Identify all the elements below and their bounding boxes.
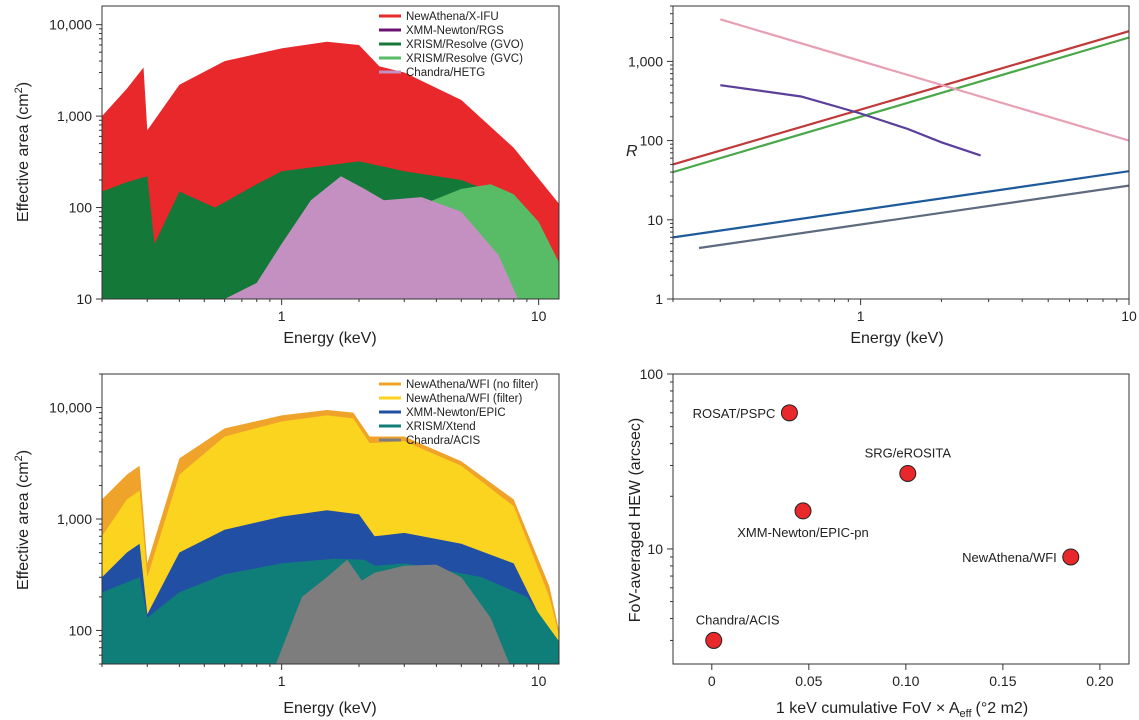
legend-label-newathena-wfi-filter: NewAthena/WFI (filter) [406,393,522,405]
plot-frame [672,373,1130,665]
y-axis-label: Effective area (cm2) [13,82,32,222]
legend-label-xmm-newton-rgs: XMM-Newton/RGS [406,25,504,37]
resolving-power-line-5 [673,170,1129,239]
point-rosat-pspc [780,404,798,422]
y-label-main: Effective area (cm [15,93,32,222]
x-axis-label: Energy (keV) [850,330,943,347]
resolving-power-line-4 [719,18,1129,142]
point-newathena-wfi [1062,548,1080,566]
y-tick-label: 10 [76,291,92,307]
y-tick-label: 100 [640,366,664,382]
legend-label-newathena-wfi-no-filter: NewAthena/WFI (no filter) [406,379,538,391]
x-label-main: 1 keV cumulative FoV × A [776,700,960,717]
x-tick-label: 0 [708,673,716,689]
resolving-power-line-6 [698,184,1129,250]
y-tick-label: 10 [647,212,663,228]
legend-label-xrism-xtend: XRISM/Xtend [406,421,476,433]
y-tick-label: 10,000 [49,400,92,416]
y-tick-label: 10 [647,541,663,557]
plot-areas [102,41,559,299]
y-tick-label: 1 [655,291,663,307]
y-tick-label: 1,000 [57,108,92,124]
area-chandra-hetg [224,176,518,299]
y-axis-label: Effective area (cm2) [13,450,32,590]
y-tick-label: 1,000 [57,511,92,527]
point-label-newathena-wfi: NewAthena/WFI [962,550,1057,565]
x-tick-label: 0.05 [795,673,822,689]
resolving-power-line-1 [673,30,1129,166]
legend-label-xrism-resolve-gvo: XRISM/Resolve (GVO) [406,39,524,51]
y-label-sup: 2 [13,87,25,93]
x-tick-label: 0.15 [989,673,1016,689]
point-xmm-newton-epic-pn [794,502,812,520]
point-label-rosat-pspc: ROSAT/PSPC [693,406,776,421]
panel-effective-area-spectrometers: 1 10 10 100 1,000 10,000 Energy (keV) Effecti… [13,5,560,347]
y-tick-label: 10,000 [49,17,92,33]
x-axis-label: Energy (keV) [283,330,376,347]
legend-label-chandra-hetg: Chandra/HETG [406,67,485,79]
x-axis-label: Energy (keV) [283,700,376,717]
y-axis-label: FoV-averaged HEW (arcsec) [627,418,644,623]
y-label-sup: 2 [13,455,25,461]
x-tick-label: 1 [278,308,286,324]
axis-ticks: 1 10 1 10 100 1,000 [628,5,1137,324]
legend-label-xrism-resolve-gvc: XRISM/Resolve (GVC) [406,53,523,65]
point-srg-erosita [899,464,917,482]
x-tick-label: 0.10 [892,673,919,689]
x-label-unit: (°2 m2) [976,700,1029,717]
point-label-srg-erosita: SRG/eROSITA [865,445,952,460]
legend: NewAthena/X-IFU XMM-Newton/RGS XRISM/Resol… [379,11,524,79]
legend-label-newathena-x-ifu: NewAthena/X-IFU [406,11,499,23]
x-tick-label: 1 [278,673,286,689]
plot-points: ROSAT/PSPC SRG/eROSITA XMM-Newton/EPIC-pn N… [693,404,1080,649]
y-label-close: ) [15,82,32,87]
axis-ticks: 0 0.05 0.10 0.15 0.20 10 100 [640,366,1114,689]
point-chandra-acis [705,631,723,649]
x-tick-label: 0.20 [1086,673,1113,689]
point-label-chandra-acis: Chandra/ACIS [696,612,780,627]
x-axis-label: 1 keV cumulative FoV × Aeff (°2 m2) [776,700,1028,720]
legend-label-chandra-acis: Chandra/ACIS [406,435,480,447]
resolving-power-line-3 [720,84,981,157]
plot-lines [673,18,1129,250]
y-axis-label: R [626,143,638,160]
resolving-power-line-2 [673,36,1129,174]
x-tick-label: 10 [531,308,547,324]
y-label-close: ) [15,450,32,455]
panel-hew-vs-grasp: ROSAT/PSPC SRG/eROSITA XMM-Newton/EPIC-pn N… [627,366,1130,720]
plot-areas [102,410,559,664]
x-label-sub: eff [960,708,973,720]
axis-ticks: 1 10 100 1,000 10,000 [49,373,547,689]
point-label-xmm-newton-epic-pn: XMM-Newton/EPIC-pn [737,525,868,540]
area-chandra-acis [275,559,510,664]
legend: NewAthena/WFI (no filter) NewAthena/WFI (… [379,379,538,447]
y-label-main: Effective area (cm [15,461,32,590]
y-tick-label: 100 [69,200,93,216]
legend-label-xmm-newton-epic: XMM-Newton/EPIC [406,407,506,419]
x-tick-label: 1 [857,308,865,324]
y-tick-label: 100 [69,622,93,638]
y-tick-label: 100 [640,133,664,149]
panel-resolving-power: 1 10 1 10 100 1,000 Energy (keV) R [626,5,1137,347]
panel-effective-area-imagers: 1 10 100 1,000 10,000 Energy (keV) Effective… [13,373,560,717]
y-tick-label: 1,000 [628,53,663,69]
axis-ticks: 1 10 10 100 1,000 10,000 [49,17,546,324]
x-tick-label: 10 [1121,308,1137,324]
x-tick-label: 10 [531,673,547,689]
